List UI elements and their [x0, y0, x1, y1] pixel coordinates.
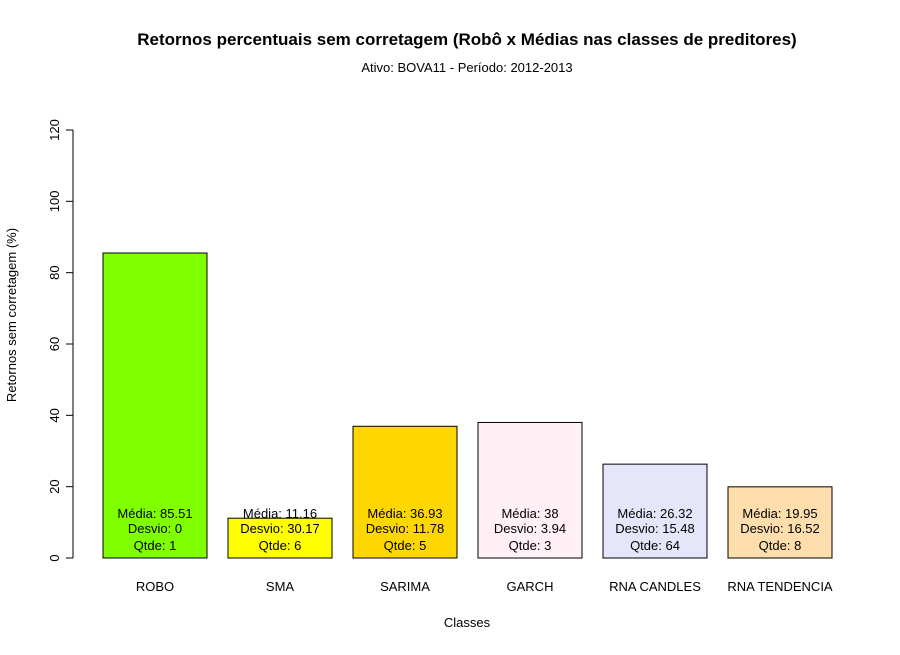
bar-data-label: Qtde: 1 — [134, 538, 177, 553]
bar-data-label: Média: 19.95 — [742, 506, 817, 521]
bar — [227, 517, 333, 559]
bar-data-label: Desvio: 30.17 — [240, 521, 320, 536]
x-tick-labels: ROBO SMA SARIMA GARCH RNA CANDLES RNA TENDENC… — [136, 579, 833, 594]
x-tick-label: SMA — [266, 579, 295, 594]
x-axis-label: Classes — [444, 615, 491, 630]
bar — [477, 421, 583, 559]
bar-data-label: Média: 85.51 — [117, 506, 192, 521]
x-tick-label: RNA CANDLES — [609, 579, 701, 594]
bar-data-label: Qtde: 3 — [509, 538, 552, 553]
x-tick-label: SARIMA — [380, 579, 430, 594]
bar-data-label: Média: 38 — [501, 506, 558, 521]
y-tick-label: 60 — [47, 337, 62, 351]
bar-data-label: Desvio: 3.94 — [494, 521, 566, 536]
bar-data-label: Desvio: 16.52 — [740, 521, 820, 536]
bar — [727, 486, 833, 559]
bar-data-label: Qtde: 8 — [759, 538, 802, 553]
bar-data-label: Desvio: 15.48 — [615, 521, 695, 536]
bar-data-label: Média: 26.32 — [617, 506, 692, 521]
x-tick-label: GARCH — [507, 579, 554, 594]
bar-data-label: Desvio: 11.78 — [366, 521, 445, 536]
chart-title: Retornos percentuais sem corretagem (Rob… — [137, 30, 796, 49]
y-tick-label: 20 — [47, 479, 62, 493]
y-axis: 0 20 40 60 80 100 120 — [47, 119, 74, 562]
chart-subtitle: Ativo: BOVA11 - Período: 2012-2013 — [361, 60, 572, 75]
bar-data-label: Qtde: 6 — [259, 538, 302, 553]
y-tick-label: 120 — [47, 119, 62, 141]
x-tick-label: ROBO — [136, 579, 174, 594]
bar-data-label: Média: 36.93 — [367, 506, 442, 521]
y-tick-label: 40 — [47, 408, 62, 422]
bar-data-label: Desvio: 0 — [128, 521, 182, 536]
y-tick-label: 80 — [47, 265, 62, 279]
bar — [352, 425, 458, 559]
y-tick-label: 0 — [47, 554, 62, 561]
bar-data-label: Qtde: 5 — [384, 538, 427, 553]
y-axis-label: Retornos sem corretagem (%) — [4, 228, 19, 402]
bar — [602, 463, 708, 559]
bar-data-label: Qtde: 64 — [630, 538, 680, 553]
bar-data-label: Média: 11.16 — [243, 506, 317, 521]
x-tick-label: RNA TENDENCIA — [727, 579, 833, 594]
y-tick-label: 100 — [47, 190, 62, 212]
bar — [102, 252, 208, 559]
